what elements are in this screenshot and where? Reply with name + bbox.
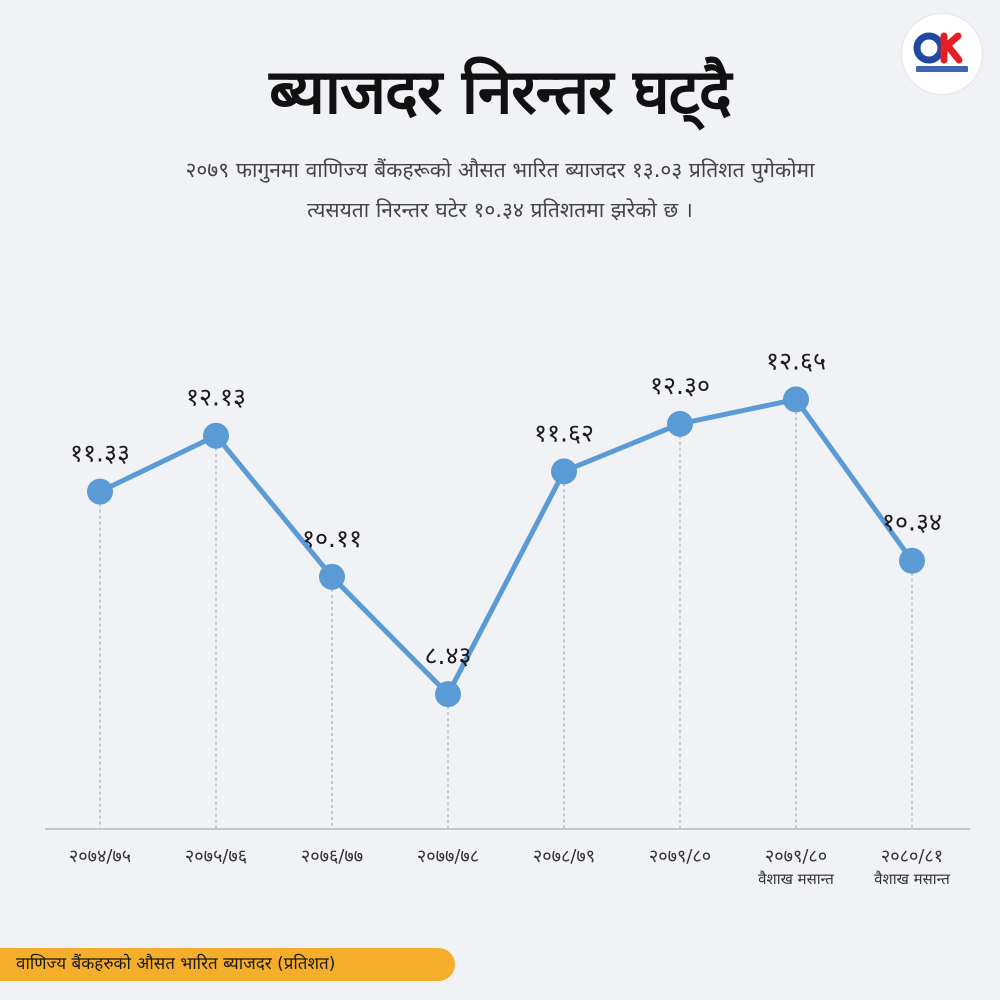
value-label-3: १०.११ [302,524,362,553]
value-label-4: ८.४३ [425,641,472,670]
data-point-6 [667,410,693,437]
footer-legend-label: वाणिज्य बैंकहरुको औसत भारित ब्याजदर (प्र… [16,954,336,974]
x-tick-label-7: २०७९/८० [765,846,827,867]
x-tick-label-4: २०७७/७८ [417,846,479,867]
data-point-2 [203,422,229,449]
footer-legend-bar: वाणिज्य बैंकहरुको औसत भारित ब्याजदर (प्र… [0,948,455,981]
x-tick-label-8: २०८०/८१ [881,846,943,867]
data-points [87,386,925,708]
x-tick-label-3: २०७६/७७ [301,846,363,867]
x-tick-sublabel-7: वैशाख मसान्त [758,870,834,888]
drop-lines [99,399,913,829]
x-tick-label-5: २०७८/७९ [533,846,595,867]
subtitle-line-2: त्यसयता निरन्तर घटेर १०.३४ प्रतिशतमा झरे… [307,198,693,222]
value-label-8: १०.३४ [882,508,942,537]
value-label-7: १२.६५ [766,346,826,375]
value-label-1: ११.३३ [70,439,130,468]
subtitle-line-1: २०७९ फागुनमा वाणिज्य बैंकहरूको औसत भारित… [185,158,815,182]
data-point-1 [87,478,113,505]
page-subtitle: २०७९ फागुनमा वाणिज्य बैंकहरूको औसत भारित… [60,150,940,230]
x-tick-label-6: २०७९/८० [649,846,711,867]
page-title: ब्याजदर निरन्तर घट्दै [269,55,732,128]
value-label-5: ११.६२ [534,418,594,447]
series-line [97,396,915,697]
data-point-3 [319,563,345,590]
value-labels: ११.३३ १२.१३ १०.११ ८.४३ ११.६२ १२.३० १२.६५ १०.३४ [70,346,942,670]
value-label-6: १२.३० [650,371,710,400]
x-tick-labels: २०७४/७५ २०७५/७६ २०७६/७७ २०७७/७८ २०७८/७९ २०७९/… [69,846,950,888]
data-point-7 [783,386,809,413]
x-tick-sublabel-8: वैशाख मसान्त [874,870,950,888]
logo-mark-icon [913,32,968,72]
data-point-5 [551,458,577,485]
x-tick-label-2: २०७५/७६ [185,846,247,867]
x-tick-label-1: २०७४/७५ [69,846,131,867]
data-point-4 [435,681,461,708]
onlinekhabar-logo [902,14,982,94]
data-point-8 [899,547,925,574]
value-label-2: १२.१३ [186,383,246,412]
